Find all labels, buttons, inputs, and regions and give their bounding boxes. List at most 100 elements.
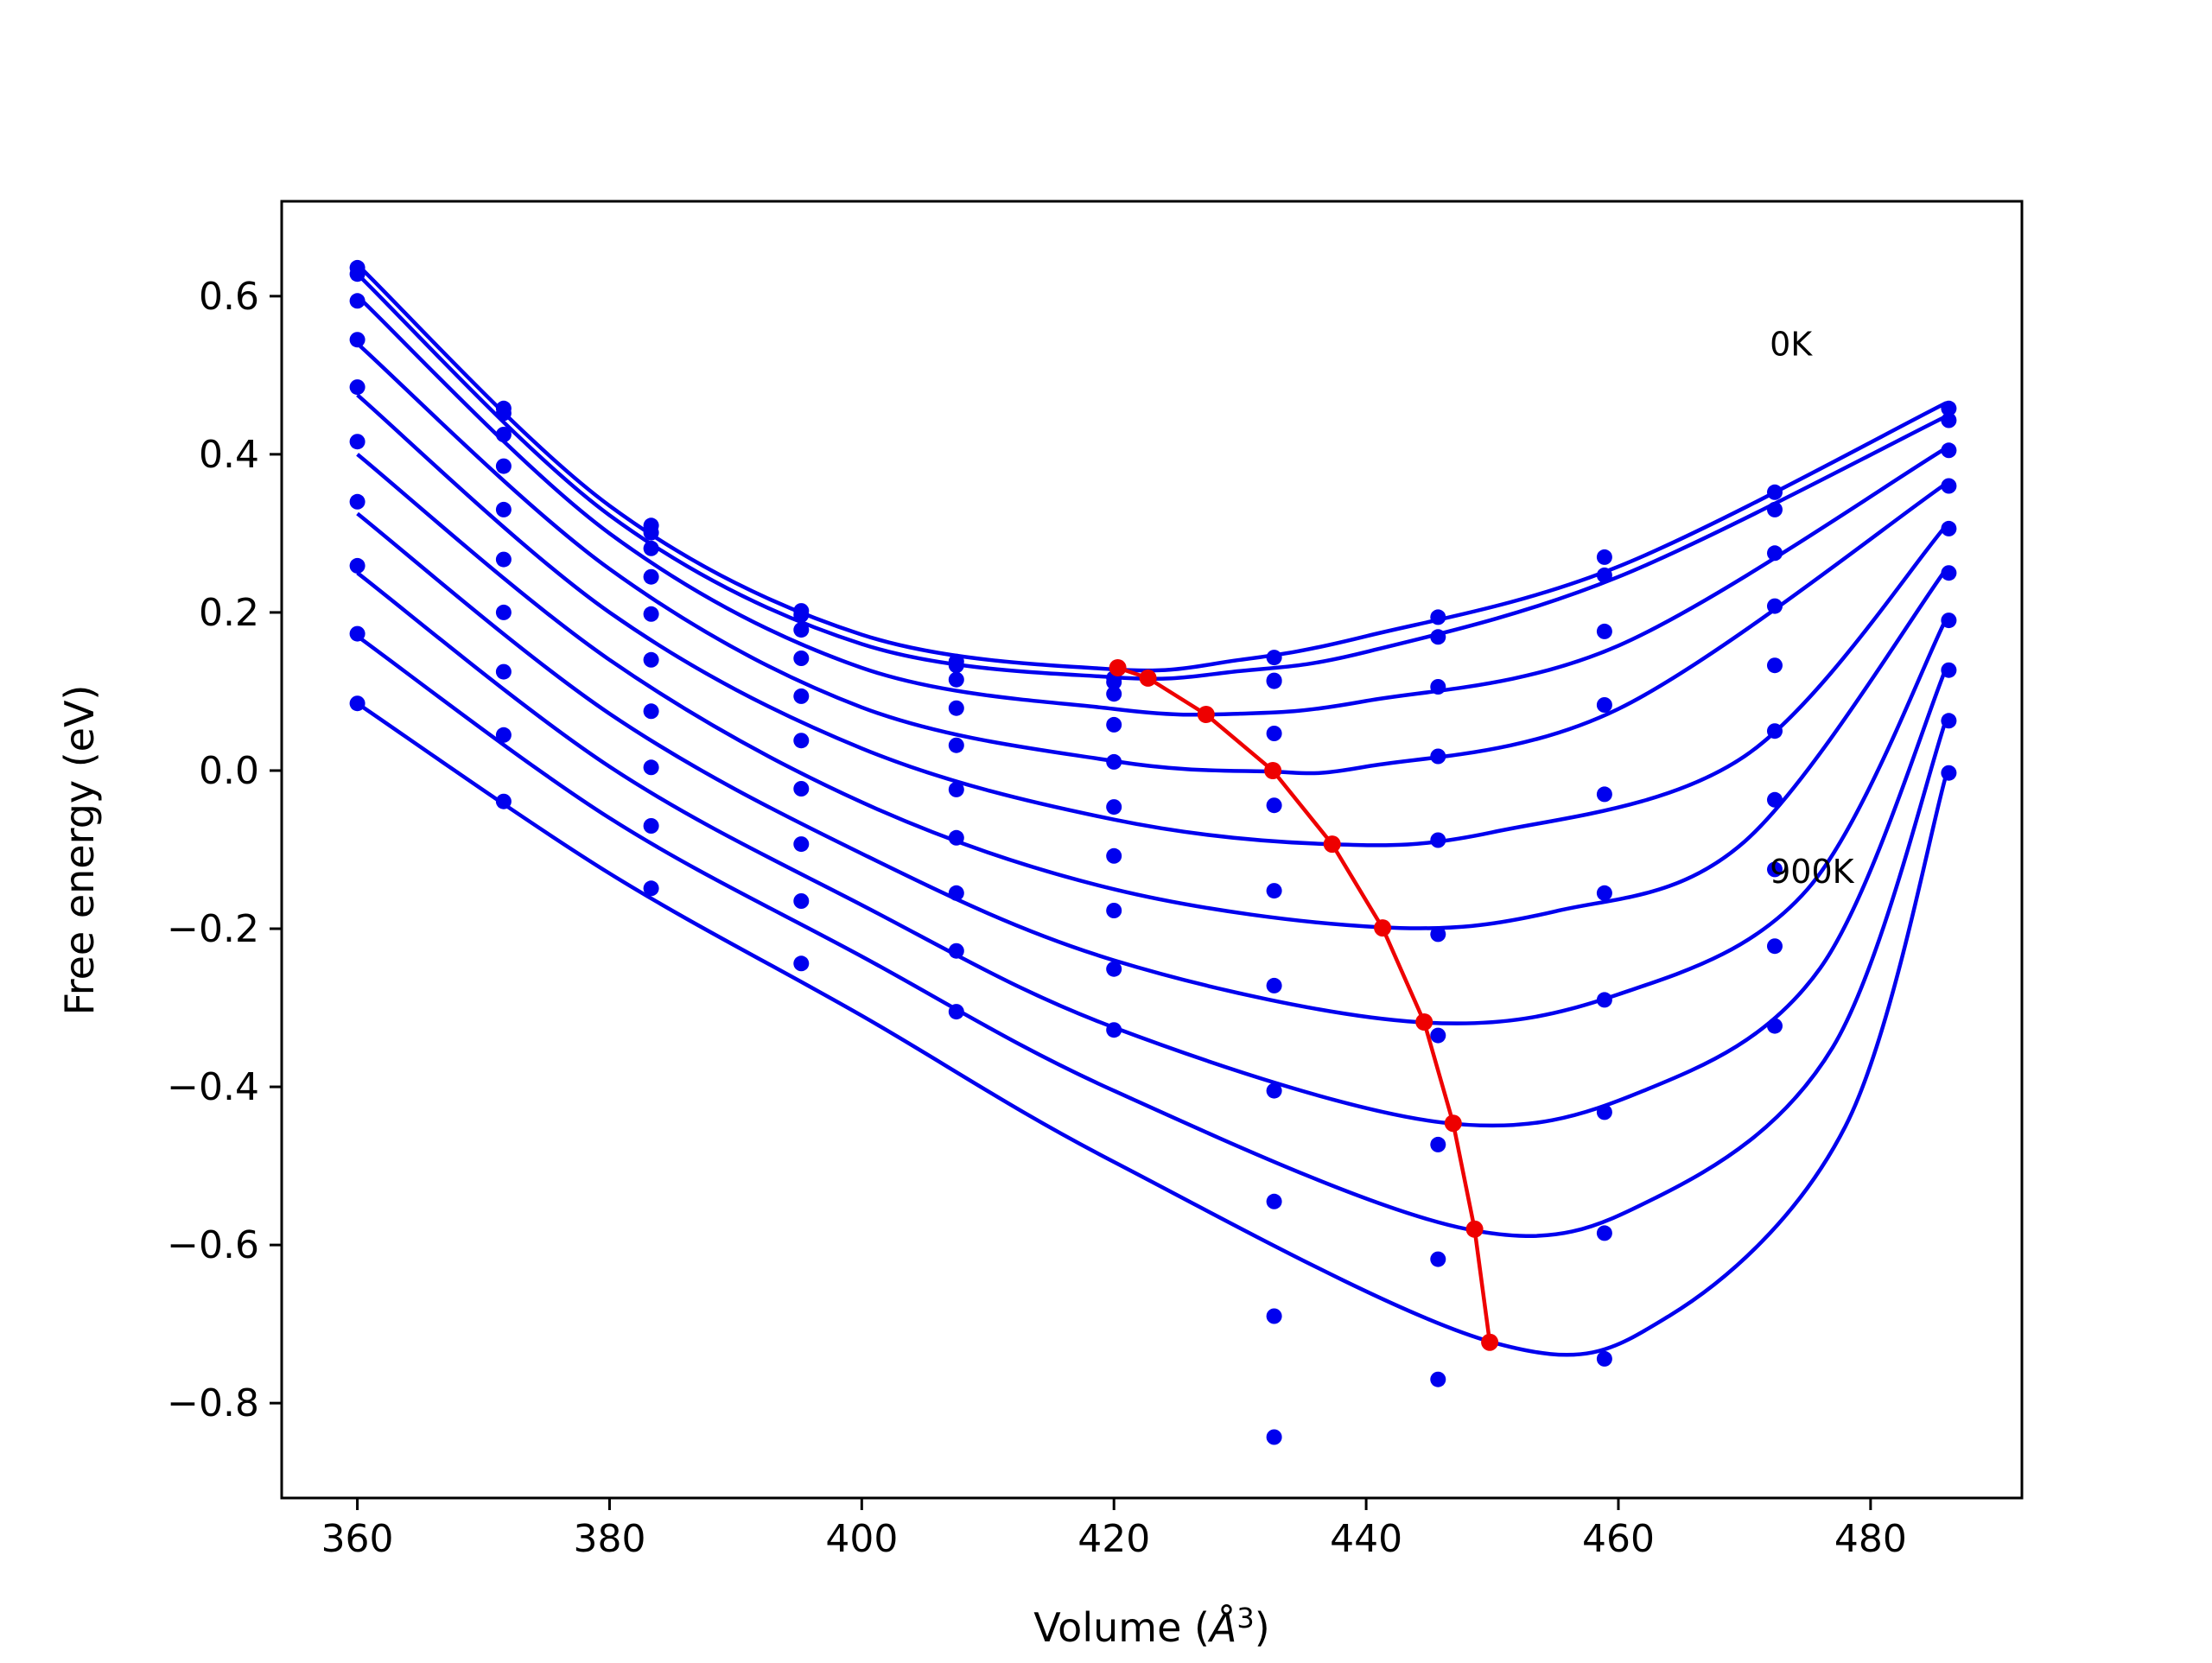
data-point: [1266, 977, 1282, 993]
data-point: [1767, 598, 1783, 614]
data-point: [1767, 938, 1783, 955]
data-point: [643, 606, 659, 622]
data-point: [948, 737, 964, 753]
data-point: [349, 493, 365, 510]
data-point: [643, 759, 659, 776]
isotherm-curve-1: [356, 272, 1948, 681]
data-point: [1941, 613, 1957, 629]
curve-annotation: 0K: [1770, 326, 1813, 364]
data-points: [349, 259, 1957, 1445]
data-point: [1941, 478, 1957, 494]
data-point: [495, 427, 512, 442]
curve-annotations: 0K 900K: [1770, 326, 1855, 891]
x-tick-label: 480: [1834, 1517, 1907, 1561]
minimum-point: [1323, 835, 1341, 854]
data-point: [948, 943, 964, 959]
data-point: [793, 955, 810, 972]
data-point: [495, 405, 512, 422]
data-point: [793, 893, 810, 909]
data-point: [1941, 662, 1957, 678]
data-point: [1596, 786, 1612, 803]
data-point: [1106, 716, 1122, 733]
data-point: [495, 604, 512, 620]
data-point: [349, 266, 365, 282]
data-point: [1596, 885, 1612, 901]
isotherm-curve-0: [356, 263, 1948, 673]
data-point: [1266, 1193, 1282, 1209]
x-tick-label: 380: [573, 1517, 645, 1561]
data-point: [948, 1004, 964, 1020]
data-point: [1596, 1104, 1612, 1120]
y-tick-label: −0.8: [167, 1381, 259, 1425]
data-point: [1596, 623, 1612, 639]
data-point: [1266, 1082, 1282, 1099]
data-point: [495, 458, 512, 474]
plot-frame: [280, 200, 2024, 1500]
data-point: [1266, 726, 1282, 741]
data-point: [1106, 686, 1122, 702]
minimum-point: [1197, 706, 1215, 723]
data-point: [643, 540, 659, 556]
x-tick-label: 440: [1330, 1517, 1402, 1561]
data-point: [793, 781, 810, 797]
y-tick-label: 0.2: [199, 591, 259, 635]
x-tick-label: 460: [1582, 1517, 1655, 1561]
data-point: [1106, 961, 1122, 977]
data-point: [1941, 400, 1957, 416]
data-point: [1266, 797, 1282, 814]
data-point: [643, 703, 659, 720]
data-point: [793, 836, 810, 853]
data-point: [349, 379, 365, 396]
data-point: [1941, 412, 1957, 428]
y-tick-label: −0.6: [167, 1223, 259, 1267]
data-point: [643, 651, 659, 668]
data-point: [793, 733, 810, 749]
data-point: [948, 700, 964, 716]
isotherm-curve-2: [356, 295, 1948, 717]
data-point: [643, 524, 659, 541]
data-point: [1767, 657, 1783, 674]
data-point: [1767, 1018, 1783, 1034]
data-point: [948, 885, 964, 901]
data-point: [1767, 501, 1783, 517]
minimum-point: [1374, 919, 1392, 937]
isotherm-curve-6: [356, 511, 1948, 1025]
data-point: [1106, 1022, 1122, 1038]
data-point: [793, 688, 810, 704]
data-point: [1430, 609, 1446, 625]
data-point: [1266, 673, 1282, 689]
data-point: [1596, 1350, 1612, 1367]
data-point: [1767, 545, 1783, 562]
data-point: [1266, 1429, 1282, 1445]
data-point: [1430, 679, 1446, 695]
isotherm-curve-8: [356, 634, 1948, 1238]
data-point: [495, 663, 512, 680]
data-point: [349, 625, 365, 642]
data-point: [1106, 674, 1122, 690]
data-point: [1596, 992, 1612, 1008]
data-point: [349, 695, 365, 712]
data-point: [1596, 1225, 1612, 1241]
data-point: [1767, 484, 1783, 500]
curve-annotation: 900K: [1770, 853, 1855, 891]
isotherm-curve-9: [356, 701, 1948, 1357]
y-axis-title: Free energy (eV): [56, 685, 103, 1016]
data-point: [948, 829, 964, 846]
data-point: [349, 434, 365, 450]
minimum-point: [1481, 1333, 1499, 1351]
minimum-point: [1415, 1013, 1433, 1031]
data-point: [349, 557, 365, 574]
data-point: [495, 793, 512, 809]
data-point: [643, 568, 659, 585]
data-point: [1106, 847, 1122, 864]
x-tick-label: 400: [825, 1517, 898, 1561]
isotherm-curve-3: [356, 342, 1948, 776]
data-point: [1430, 1251, 1446, 1267]
y-tick-label: 0.4: [199, 433, 259, 477]
data-point: [793, 651, 810, 666]
data-point: [1430, 1371, 1446, 1387]
data-point: [1596, 697, 1612, 713]
isotherm-curve-5: [356, 453, 1948, 930]
